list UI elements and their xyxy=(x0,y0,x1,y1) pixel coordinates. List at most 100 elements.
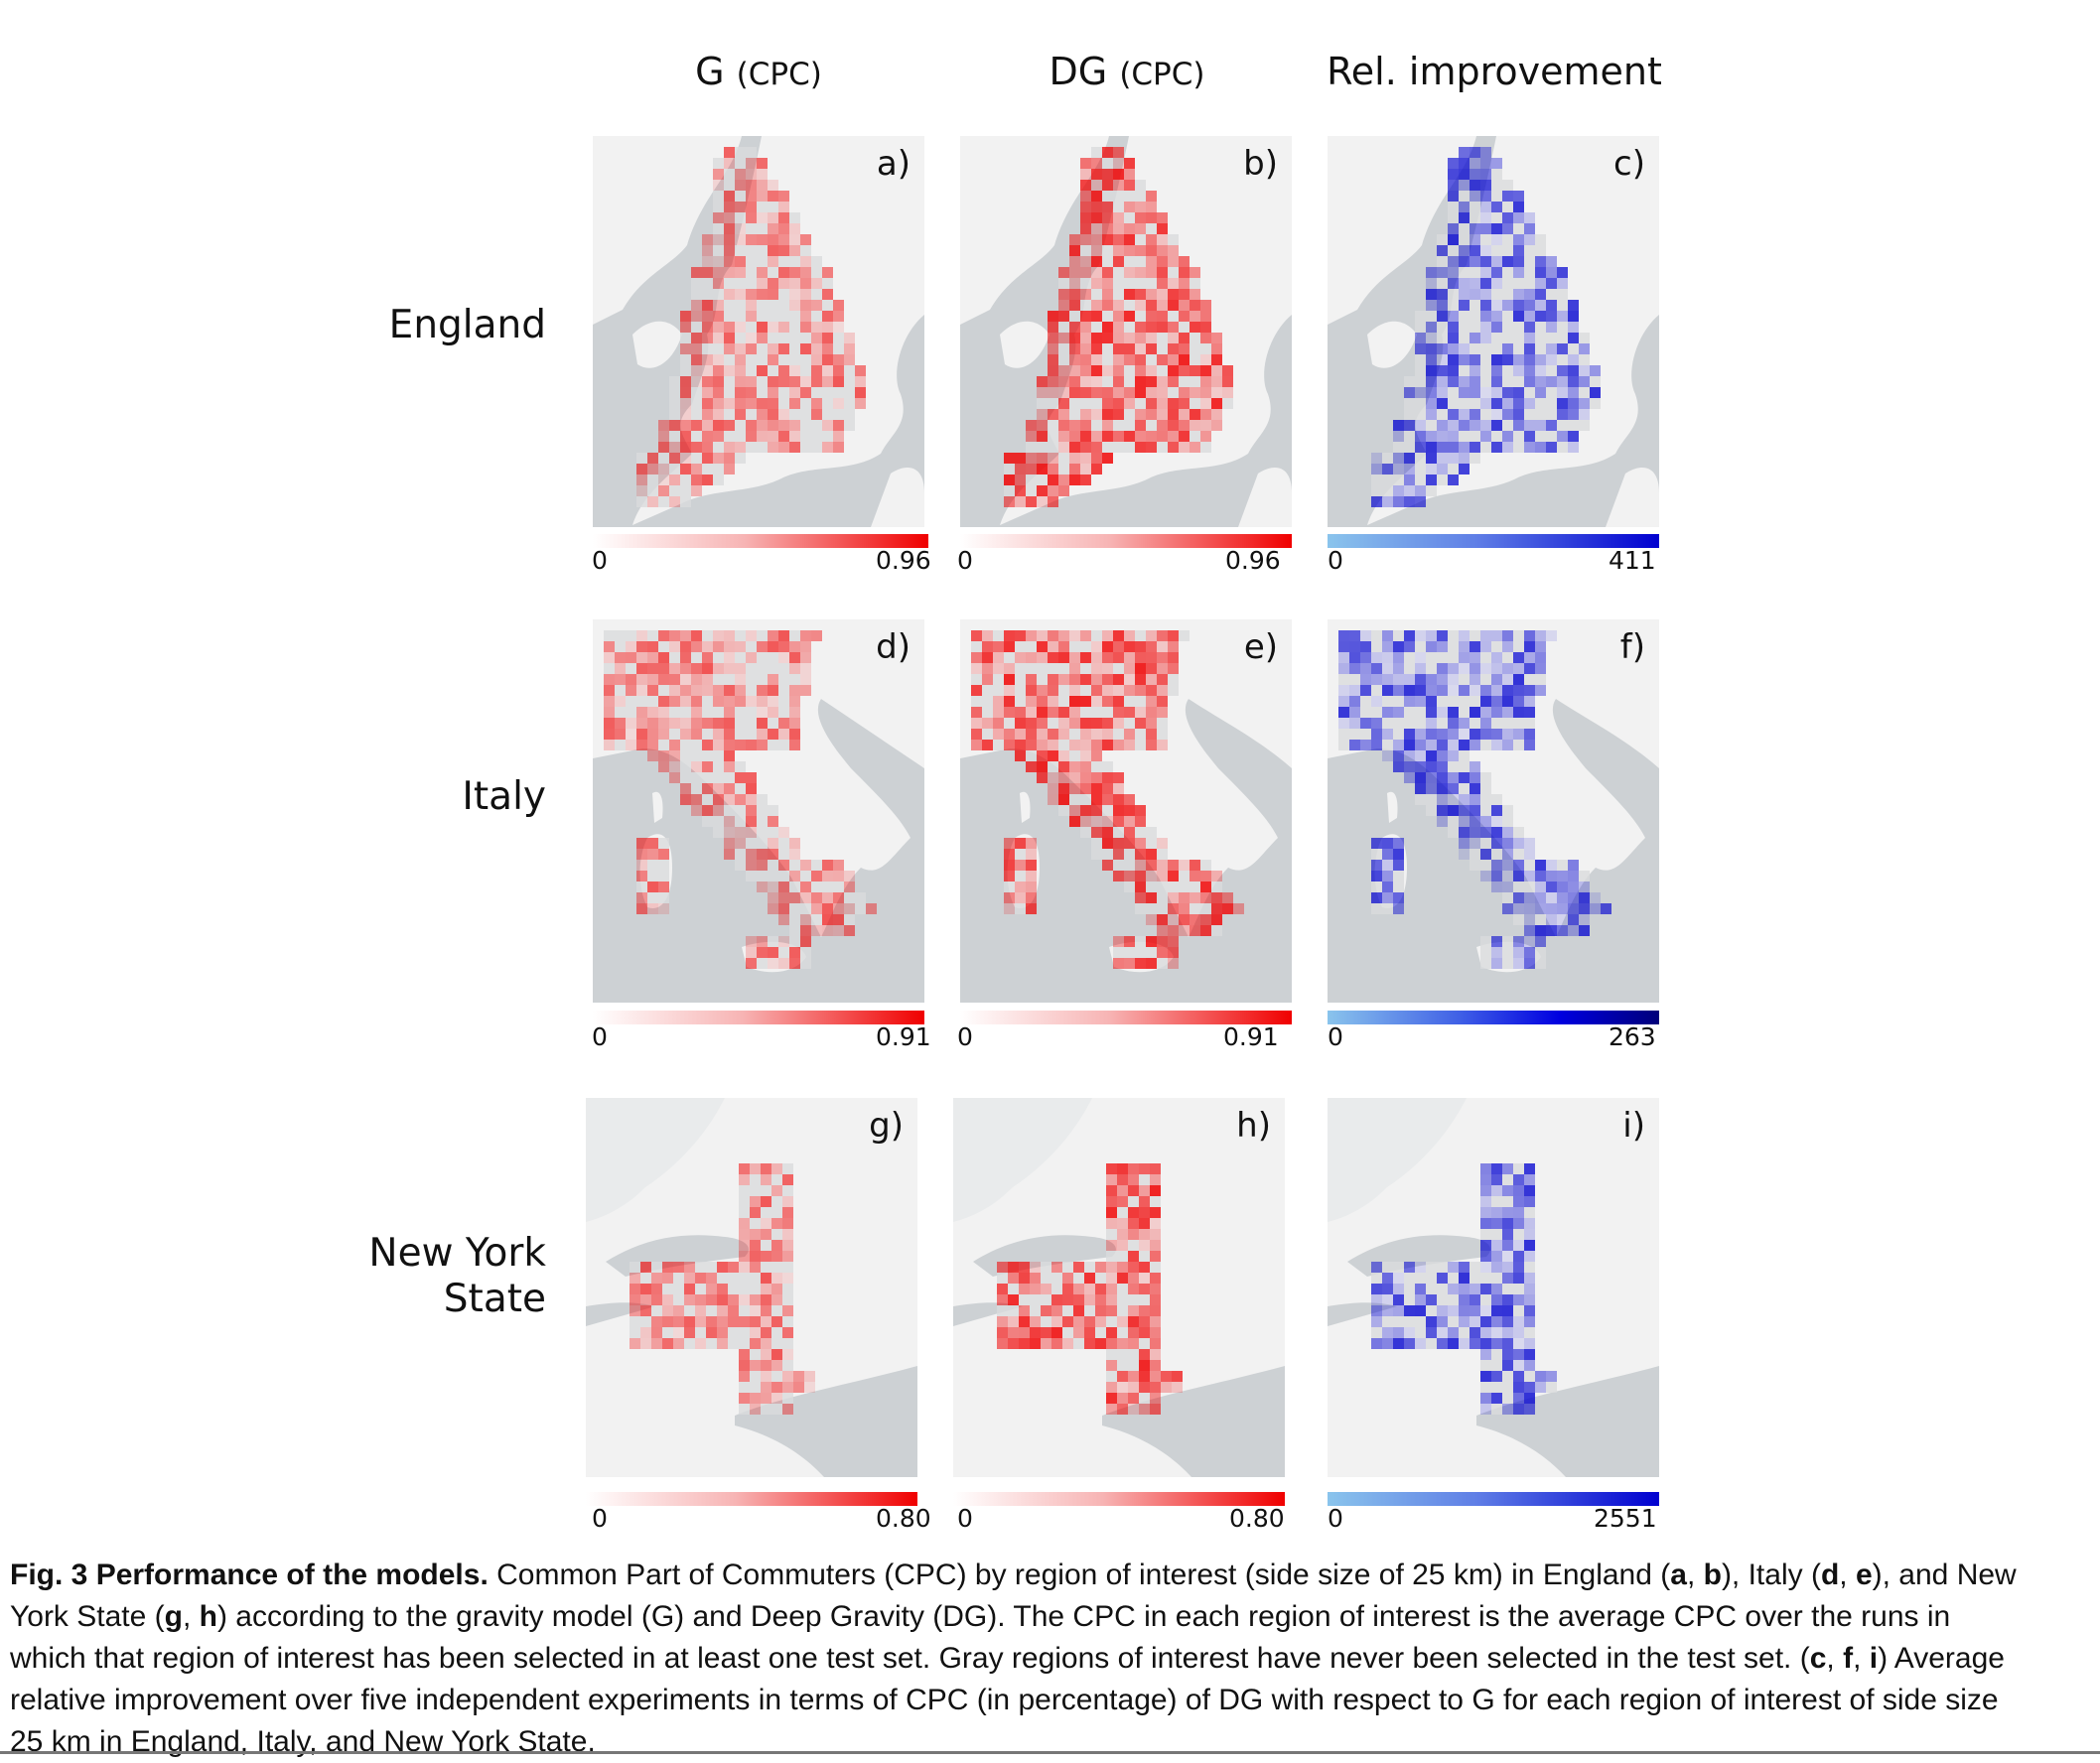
heatmap-cell xyxy=(1135,958,1146,969)
heatmap-cell xyxy=(1157,936,1168,947)
heatmap-cell xyxy=(1404,1294,1415,1305)
heatmap-cell xyxy=(1393,431,1404,442)
heatmap-cell xyxy=(1459,376,1470,387)
heatmap-cell xyxy=(680,652,691,663)
heatmap-cell xyxy=(1139,1393,1150,1404)
heatmap-cell xyxy=(1437,431,1448,442)
heatmap-cell xyxy=(739,1218,750,1229)
heatmap-cell xyxy=(1113,849,1124,860)
heatmap-cell xyxy=(1179,882,1190,892)
heatmap-cell xyxy=(761,1338,771,1349)
heatmap-cell xyxy=(728,1262,739,1273)
heatmap-cell xyxy=(691,376,702,387)
heatmap-cell xyxy=(971,740,982,750)
heatmap-cell xyxy=(789,903,800,914)
heatmap-cell xyxy=(735,376,746,387)
heatmap-cell xyxy=(1524,333,1535,343)
heatmap-cell xyxy=(789,892,800,903)
heatmap-cell xyxy=(1211,409,1222,420)
heatmap-cell xyxy=(1062,1327,1073,1338)
heatmap-cell xyxy=(1102,223,1113,234)
heatmap-cell xyxy=(1459,696,1470,707)
heatmap-cell xyxy=(1415,1284,1426,1294)
heatmap-cell xyxy=(1139,1316,1150,1327)
heatmap-cell xyxy=(1426,794,1437,805)
heatmap-cell xyxy=(1415,1294,1426,1305)
heatmap-cell xyxy=(1190,871,1200,882)
heatmap-cell xyxy=(1579,409,1590,420)
heatmap-cell xyxy=(1448,685,1459,696)
heatmap-cell xyxy=(636,860,647,871)
heatmap-cell xyxy=(669,496,680,507)
heatmap-cell xyxy=(1371,1327,1382,1338)
heatmap-cell xyxy=(1019,1316,1030,1327)
heatmap-cell xyxy=(1513,343,1524,354)
heatmap-cell xyxy=(1041,1338,1051,1349)
heatmap-cell xyxy=(717,1316,728,1327)
heatmap-cell xyxy=(1590,376,1601,387)
heatmap-cell xyxy=(1146,860,1157,871)
heatmap-cell xyxy=(1102,278,1113,289)
heatmap-cell xyxy=(1480,322,1491,333)
heatmap-cell xyxy=(1146,958,1157,969)
heatmap-cell xyxy=(1437,322,1448,333)
heatmap-cell xyxy=(1113,641,1124,652)
heatmap-cell xyxy=(1590,365,1601,376)
heatmap-cell xyxy=(822,278,833,289)
heatmap-cell xyxy=(1008,1284,1019,1294)
heatmap-cell xyxy=(1480,442,1491,453)
heatmap-cell xyxy=(713,398,724,409)
heatmap-cell xyxy=(1459,431,1470,442)
colorbar-h-max: 0.80 xyxy=(1229,1504,1285,1533)
heatmap-cell xyxy=(1513,365,1524,376)
heatmap-cell xyxy=(782,1163,793,1174)
heatmap-cell xyxy=(1415,1273,1426,1284)
heatmap-cell xyxy=(1470,169,1480,180)
heatmap-cell xyxy=(746,740,757,750)
heatmap-cell xyxy=(1058,696,1069,707)
heatmap-cell xyxy=(724,147,735,158)
heatmap-cell xyxy=(1069,761,1080,772)
heatmap-cell xyxy=(1349,652,1360,663)
heatmap-cell xyxy=(1069,376,1080,387)
heatmap-cell xyxy=(1135,212,1146,223)
heatmap-cell xyxy=(1415,475,1426,485)
heatmap-cell xyxy=(1091,630,1102,641)
heatmap-cell xyxy=(982,663,993,674)
heatmap-cell xyxy=(640,1327,651,1338)
heatmap-cell xyxy=(1106,1273,1117,1284)
heatmap-cell xyxy=(1459,278,1470,289)
heatmap-cell xyxy=(1157,289,1168,300)
heatmap-cell xyxy=(1135,333,1146,343)
heatmap-cell xyxy=(713,387,724,398)
heatmap-cell xyxy=(1069,783,1080,794)
heatmap-cell xyxy=(1437,475,1448,485)
heatmap-cell xyxy=(1491,805,1502,816)
heatmap-cell xyxy=(1524,1174,1535,1185)
heatmap-cell xyxy=(658,838,669,849)
heatmap-cell xyxy=(1502,1284,1513,1294)
heatmap-cell xyxy=(680,496,691,507)
heatmap-cell xyxy=(1168,431,1179,442)
heatmap-cell xyxy=(1179,860,1190,871)
heatmap-cell xyxy=(680,409,691,420)
heatmap-cell xyxy=(778,718,789,729)
heatmap-cell xyxy=(1124,718,1135,729)
heatmap-cell xyxy=(1037,376,1048,387)
heatmap-cell xyxy=(1124,641,1135,652)
heatmap-cell xyxy=(1546,343,1557,354)
heatmap-cell xyxy=(1146,343,1157,354)
heatmap-cell xyxy=(993,652,1004,663)
heatmap-cell xyxy=(1026,453,1037,464)
heatmap-cell xyxy=(1393,685,1404,696)
heatmap-cell xyxy=(1360,674,1371,685)
heatmap-cell xyxy=(735,805,746,816)
heatmap-cell xyxy=(1415,772,1426,783)
heatmap-cell xyxy=(1524,1349,1535,1360)
heatmap-cell xyxy=(1062,1284,1073,1294)
heatmap-cell xyxy=(1535,442,1546,453)
heatmap-cell xyxy=(662,1305,673,1316)
heatmap-cell xyxy=(662,1273,673,1284)
heatmap-cell xyxy=(768,947,778,958)
panel-label-a: a) xyxy=(876,144,910,184)
